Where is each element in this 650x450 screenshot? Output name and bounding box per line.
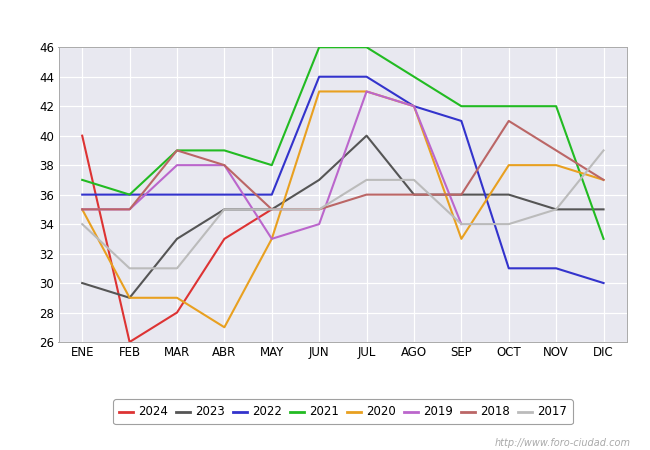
Legend: 2024, 2023, 2022, 2021, 2020, 2019, 2018, 2017: 2024, 2023, 2022, 2021, 2020, 2019, 2018… [113, 400, 573, 424]
Text: http://www.foro-ciudad.com: http://www.foro-ciudad.com [495, 438, 630, 448]
Text: Afiliados en Conquista de la Sierra a 31/5/2024: Afiliados en Conquista de la Sierra a 31… [105, 14, 545, 33]
